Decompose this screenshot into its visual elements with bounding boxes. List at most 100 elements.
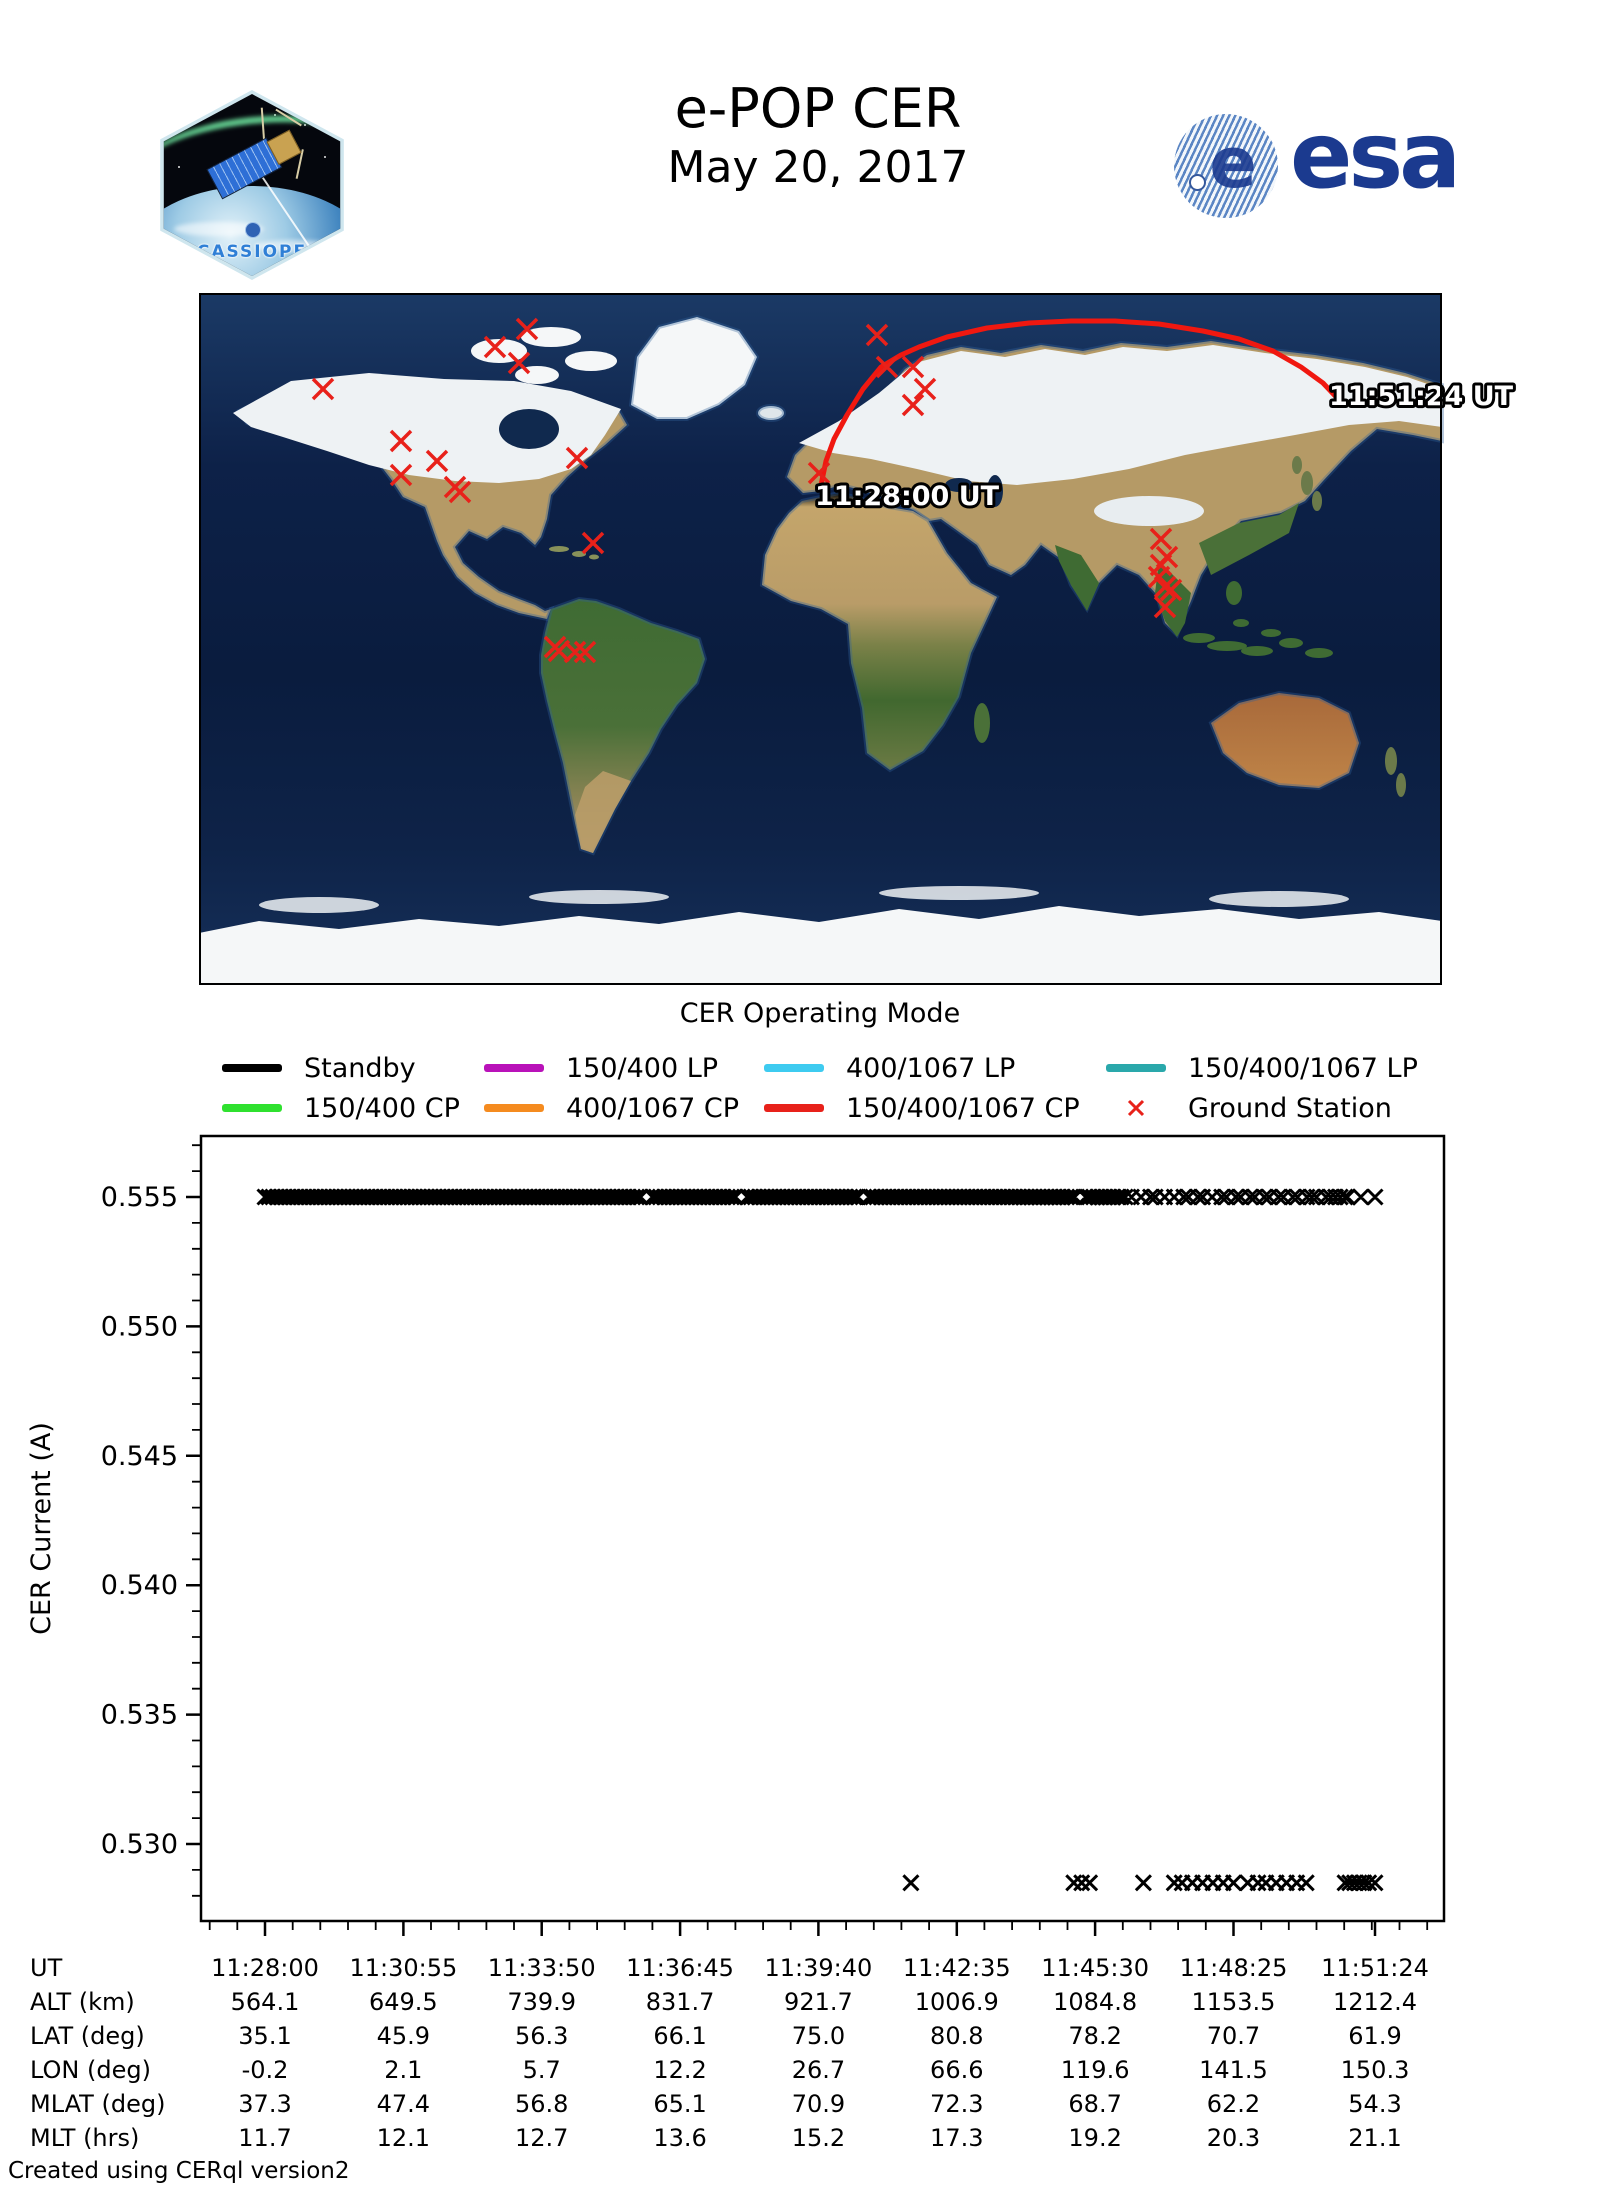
table-cell: 831.7	[645, 1988, 715, 2016]
table-row-label: LON (deg)	[30, 2056, 151, 2084]
table-cell: 1153.5	[1191, 1988, 1276, 2016]
table-cell: 68.7	[1068, 2090, 1122, 2118]
table-cell: 66.1	[653, 2022, 707, 2050]
legend-label: 400/1067 LP	[846, 1052, 1016, 1084]
legend-label: 150/400/1067 CP	[846, 1092, 1080, 1124]
scatter-series-standby_high	[256, 1188, 1384, 1206]
legend-entry: 150/400 LP	[484, 1050, 718, 1086]
table-cell: 47.4	[376, 2090, 431, 2118]
table-cell: 37.3	[238, 2090, 292, 2118]
table-cell: 1006.9	[914, 1988, 999, 2016]
table-cell: 11:39:40	[764, 1954, 873, 1982]
legend-line-swatch	[764, 1104, 824, 1112]
table-cell: 12.1	[376, 2124, 431, 2152]
ground-station-x-icon	[311, 317, 1183, 664]
cer-current-chart: 0.530 0.535 0.540 0.545 0.550 0.555 CER Curren…	[26, 1134, 1446, 1936]
legend-x-marker-icon	[1106, 1097, 1166, 1119]
table-cell: 78.2	[1068, 2022, 1122, 2050]
legend-entry: 400/1067 LP	[764, 1050, 1015, 1086]
table-row-label: ALT (km)	[30, 1988, 135, 2016]
table-cell: 80.8	[930, 2022, 984, 2050]
table-cell: 17.3	[930, 2124, 984, 2152]
ground-station-markers	[311, 317, 1183, 664]
table-cell: 75.0	[791, 2022, 846, 2050]
cassiope-mission-badge: CASSIOPE	[150, 90, 354, 280]
table-cell: 5.7	[522, 2056, 561, 2084]
world-map: 11:28:00 UT 11:51:24 UT	[199, 293, 1517, 985]
table-cell: 65.1	[653, 2090, 707, 2118]
legend-entry: 150/400 CP	[222, 1090, 460, 1126]
table-cell: 19.2	[1068, 2124, 1122, 2152]
agency-roundel-icon	[245, 222, 261, 238]
esa-wordmark: esa	[1290, 102, 1461, 209]
scatter-series-standby_low	[902, 1874, 1384, 1892]
minor-ticks	[192, 1144, 1429, 1930]
table-cell: 141.5	[1199, 2056, 1268, 2084]
table-cell: 70.7	[1206, 2022, 1261, 2050]
legend-entry: 150/400/1067 LP	[1106, 1050, 1418, 1086]
table-cell: 921.7	[784, 1988, 853, 2016]
legend-label: Ground Station	[1188, 1092, 1392, 1124]
table-cell: 739.9	[507, 1988, 577, 2016]
legend-line-swatch	[764, 1064, 824, 1072]
legend-label: 150/400 CP	[304, 1092, 460, 1124]
table-cell: 649.5	[368, 1988, 438, 2016]
legend-line-swatch	[484, 1104, 544, 1112]
world-map-canvas: 11:28:00 UT 11:51:24 UT	[199, 293, 1517, 985]
badge-art: CASSIOPE	[163, 94, 341, 276]
satellite-trajectory	[818, 318, 1343, 488]
table-cell: 11:45:30	[1041, 1954, 1150, 1982]
y-tick-label: 0.550	[101, 1311, 178, 1342]
table-cell: 62.2	[1206, 2090, 1261, 2118]
table-cell: 56.3	[514, 2022, 569, 2050]
table-cell: 11:28:00	[211, 1954, 319, 1982]
table-cell: 11:36:45	[626, 1954, 734, 1982]
y-tick-label: 0.530	[101, 1829, 178, 1860]
badge-label: CASSIOPE	[196, 242, 308, 262]
table-cell: 12.2	[653, 2056, 707, 2084]
table-cell: 20.3	[1206, 2124, 1261, 2152]
legend-entry: Ground Station	[1106, 1090, 1392, 1126]
y-tick-label: 0.545	[101, 1441, 178, 1472]
table-cell: 26.7	[791, 2056, 846, 2084]
table-cell: 56.8	[514, 2090, 569, 2118]
table-row-label: MLT (hrs)	[30, 2124, 140, 2152]
table-cell: 66.6	[930, 2056, 984, 2084]
table-cell: 564.1	[230, 1988, 300, 2016]
table-cell: 2.1	[384, 2056, 423, 2084]
y-axis-label: CER Current (A)	[26, 1422, 57, 1635]
continents	[199, 314, 1444, 985]
table-cell: 45.9	[376, 2022, 431, 2050]
table-cell: 21.1	[1348, 2124, 1402, 2152]
table-cell: 12.7	[514, 2124, 569, 2152]
page-title: e-POP CER	[674, 77, 962, 140]
table-cell: 54.3	[1348, 2090, 1402, 2118]
legend-entry: 150/400/1067 CP	[764, 1090, 1080, 1126]
table-cell: 11.7	[238, 2124, 292, 2152]
table-cell: 1212.4	[1333, 1988, 1417, 2016]
legend-label: Standby	[304, 1052, 416, 1084]
legend-title: CER Operating Mode	[679, 998, 961, 1029]
table-cell: 70.9	[791, 2090, 846, 2118]
table-cell: 119.6	[1060, 2056, 1130, 2084]
table-cell: -0.2	[241, 2056, 289, 2084]
esa-globe-icon: e	[1174, 114, 1278, 218]
table-cell: 72.3	[930, 2090, 984, 2118]
legend-label: 150/400/1067 LP	[1188, 1052, 1418, 1084]
y-tick-label: 0.540	[101, 1570, 178, 1601]
table-row-label: MLAT (deg)	[30, 2090, 166, 2118]
table-row-label: LAT (deg)	[30, 2022, 145, 2050]
table-cell: 11:51:24	[1321, 1954, 1429, 1982]
legend-line-swatch	[1106, 1064, 1166, 1072]
table-cell: 13.6	[653, 2124, 707, 2152]
legend-entry: Standby	[222, 1050, 416, 1086]
title-block: e-POP CER May 20, 2017	[418, 77, 1218, 195]
legend-line-swatch	[222, 1064, 282, 1072]
table-cell: 11:42:35	[902, 1954, 1011, 1982]
table-cell: 15.2	[791, 2124, 846, 2152]
legend-label: 400/1067 CP	[566, 1092, 740, 1124]
footer-credit: Created using CERql version2	[8, 2158, 350, 2184]
page-date: May 20, 2017	[667, 142, 969, 194]
legend-line-swatch	[222, 1104, 282, 1112]
